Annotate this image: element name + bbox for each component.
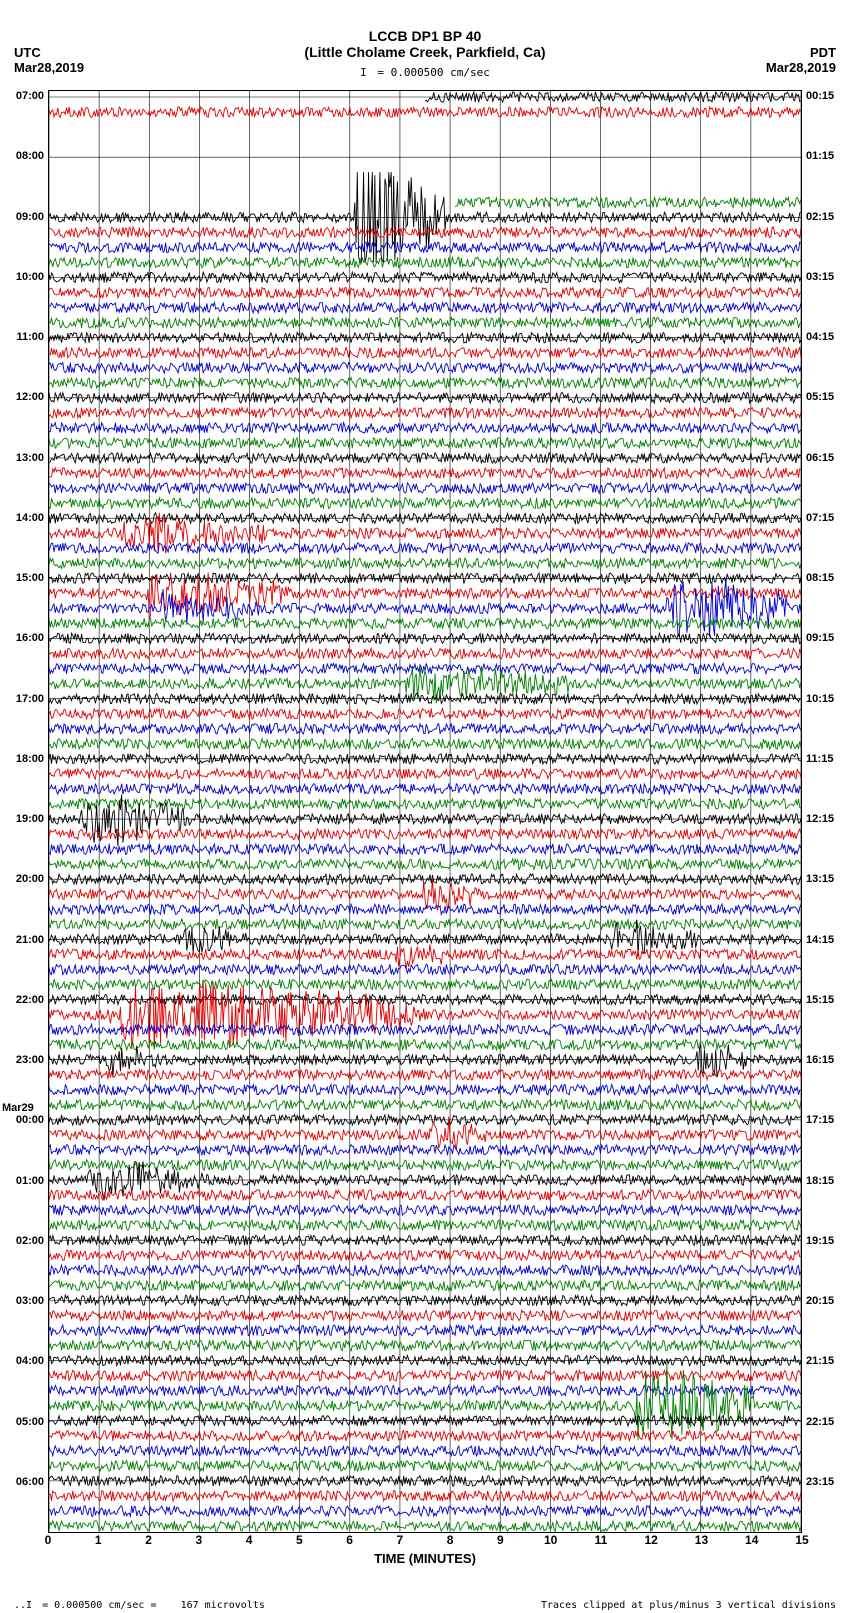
x-tick: 5	[296, 1533, 303, 1547]
right-hour-label: 03:15	[806, 272, 834, 283]
right-hour-label: 12:15	[806, 814, 834, 825]
right-hour-label: 16:15	[806, 1055, 834, 1066]
left-hour-label: 08:00	[16, 151, 44, 162]
x-tick: 8	[447, 1533, 454, 1547]
x-tick: 11	[595, 1533, 608, 1547]
left-hour-label: 12:00	[16, 392, 44, 403]
left-hour-label: 01:00	[16, 1176, 44, 1187]
x-tick: 6	[346, 1533, 353, 1547]
x-tick: 13	[695, 1533, 708, 1547]
left-hour-label: 23:00	[16, 1055, 44, 1066]
right-hour-label: 21:15	[806, 1356, 834, 1367]
right-hour-label: 17:15	[806, 1115, 834, 1126]
left-hour-label: 14:00	[16, 513, 44, 524]
right-hour-label: 10:15	[806, 694, 834, 705]
right-hour-label: 11:15	[806, 754, 834, 765]
right-hour-label: 18:15	[806, 1176, 834, 1187]
left-hour-label: 22:00	[16, 995, 44, 1006]
right-hour-label: 14:15	[806, 935, 834, 946]
left-tz-date: Mar28,2019	[14, 60, 84, 75]
right-hour-label: 19:15	[806, 1236, 834, 1247]
right-hour-label: 20:15	[806, 1296, 834, 1307]
right-time-axis: 00:15 01:15 02:15 03:15 04:15 05:15 06:15 07:15…	[802, 90, 850, 1533]
x-tick: 2	[145, 1533, 152, 1547]
x-tick: 7	[397, 1533, 404, 1547]
left-hour-label: 13:00	[16, 453, 44, 464]
x-tick: 15	[795, 1533, 808, 1547]
left-hour-label: 10:00	[16, 272, 44, 283]
footer-microvolts: 167 microvolts	[181, 1600, 265, 1611]
right-hour-label: 23:15	[806, 1477, 834, 1488]
right-hour-label: 15:15	[806, 995, 834, 1006]
footer-scale: ..I = 0.000500 cm/sec = 167 microvolts	[14, 1600, 265, 1611]
x-tick: 10	[544, 1533, 557, 1547]
chart-subtitle: (Little Cholame Creek, Parkfield, Ca)	[0, 44, 850, 60]
right-hour-label: 22:15	[806, 1417, 834, 1428]
right-hour-label: 09:15	[806, 633, 834, 644]
left-hour-label: 02:00	[16, 1236, 44, 1247]
x-tick: 12	[645, 1533, 658, 1547]
right-hour-label: 07:15	[806, 513, 834, 524]
left-timezone: UTC Mar28,2019	[14, 45, 84, 75]
left-hour-label: 09:00	[16, 212, 44, 223]
right-hour-label: 08:15	[806, 573, 834, 584]
left-hour-label: 04:00	[16, 1356, 44, 1367]
footer: ..I = 0.000500 cm/sec = 167 microvolts T…	[0, 1600, 850, 1611]
left-hour-label: 19:00	[16, 814, 44, 825]
left-hour-label: 20:00	[16, 874, 44, 885]
right-hour-label: 04:15	[806, 332, 834, 343]
left-hour-label: 05:00	[16, 1417, 44, 1428]
x-axis: 1514131211109876543210 TIME (MINUTES)	[48, 1533, 802, 1573]
left-hour-label: 17:00	[16, 694, 44, 705]
left-hour-label: 21:00	[16, 935, 44, 946]
left-hour-label: 07:00	[16, 91, 44, 102]
right-timezone: PDT Mar28,2019	[766, 45, 836, 75]
scale-note-text: = 0.000500 cm/sec	[377, 66, 490, 79]
left-hour-label: 03:00	[16, 1296, 44, 1307]
footer-scale-text: = 0.000500 cm/sec =	[42, 1600, 156, 1611]
day-change-label: Mar29	[2, 1102, 34, 1114]
seismogram-container: LCCB DP1 BP 40 (Little Cholame Creek, Pa…	[0, 0, 850, 1613]
footer-clip-note: Traces clipped at plus/minus 3 vertical …	[541, 1600, 836, 1611]
scale-bar-icon: I	[360, 66, 367, 79]
x-tick: 0	[45, 1533, 52, 1547]
left-hour-label: 00:00	[16, 1115, 44, 1126]
right-hour-label: 00:15	[806, 91, 834, 102]
left-hour-label: 06:00	[16, 1477, 44, 1488]
vertical-scale-note: I = 0.000500 cm/sec	[0, 66, 850, 79]
x-axis-title: TIME (MINUTES)	[48, 1551, 802, 1566]
chart-title: LCCB DP1 BP 40	[0, 28, 850, 44]
left-hour-label: 18:00	[16, 754, 44, 765]
right-hour-label: 13:15	[806, 874, 834, 885]
x-tick: 9	[497, 1533, 504, 1547]
x-tick: 3	[195, 1533, 202, 1547]
x-tick: 4	[246, 1533, 253, 1547]
left-hour-label: 11:00	[16, 332, 44, 343]
left-time-axis: 07:00 08:00 09:00 10:00 11:00 12:00 13:00 14:00…	[0, 90, 48, 1533]
seismogram-svg	[49, 91, 801, 1532]
right-hour-label: 02:15	[806, 212, 834, 223]
header: LCCB DP1 BP 40 (Little Cholame Creek, Pa…	[0, 0, 850, 79]
plot-area	[48, 90, 802, 1533]
right-tz-date: Mar28,2019	[766, 60, 836, 75]
right-tz-code: PDT	[766, 45, 836, 60]
x-tick: 1	[95, 1533, 102, 1547]
right-hour-label: 05:15	[806, 392, 834, 403]
footer-scale-bar-icon: ..I	[14, 1600, 32, 1611]
left-hour-label: 15:00	[16, 573, 44, 584]
left-tz-code: UTC	[14, 45, 84, 60]
right-hour-label: 06:15	[806, 453, 834, 464]
left-hour-label: 16:00	[16, 633, 44, 644]
right-hour-label: 01:15	[806, 151, 834, 162]
x-tick: 14	[745, 1533, 758, 1547]
